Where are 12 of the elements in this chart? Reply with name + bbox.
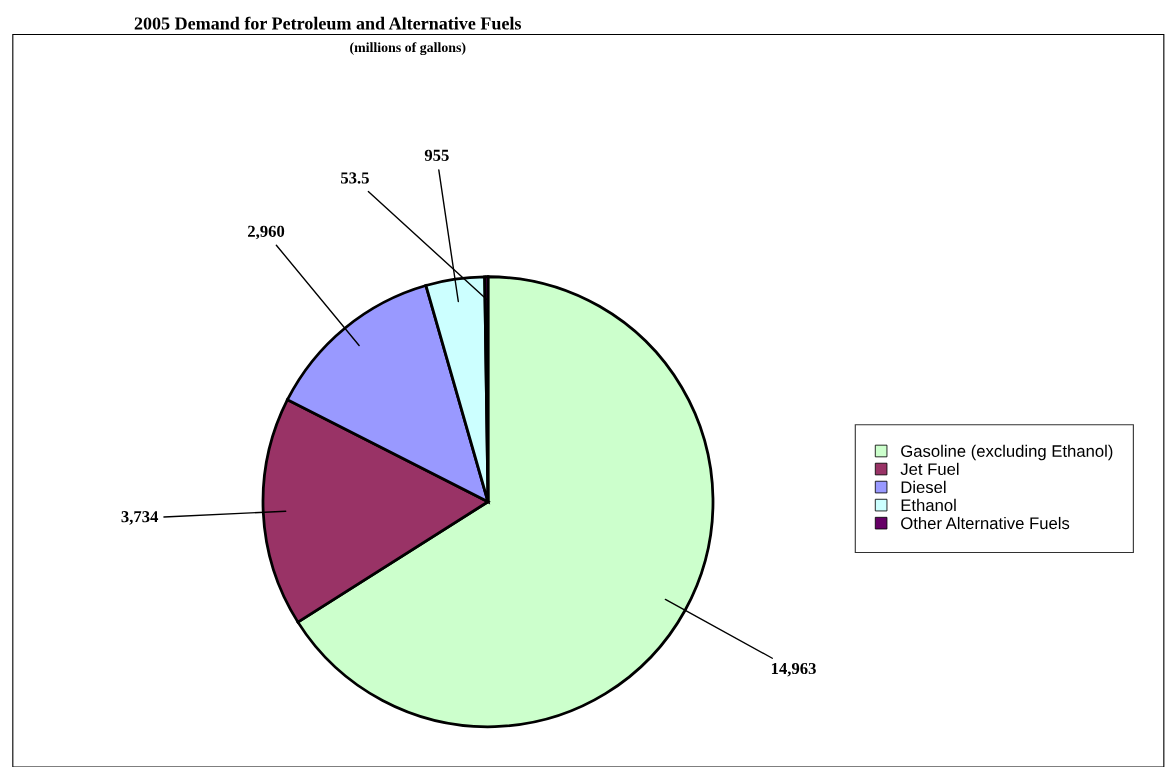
data-label: 955 [424, 149, 449, 161]
chart-title: 2005 Demand for Petroleum and Alternative Fuels [134, 16, 522, 30]
data-label: 3,734 [121, 511, 159, 525]
legend-label: Other Alternative Fuels [901, 516, 1070, 530]
legend-label: Ethanol [901, 498, 956, 512]
data-label: 53.5 [340, 172, 369, 184]
chart-subtitle: (millions of gallons) [350, 42, 466, 56]
legend-label: Diesel [901, 480, 946, 494]
data-label: 2,960 [248, 225, 285, 240]
legend-label: Gasoline (excluding Ethanol) [901, 444, 1113, 461]
legend-label: Jet Fuel [900, 462, 959, 476]
data-label: 14,963 [771, 662, 816, 677]
